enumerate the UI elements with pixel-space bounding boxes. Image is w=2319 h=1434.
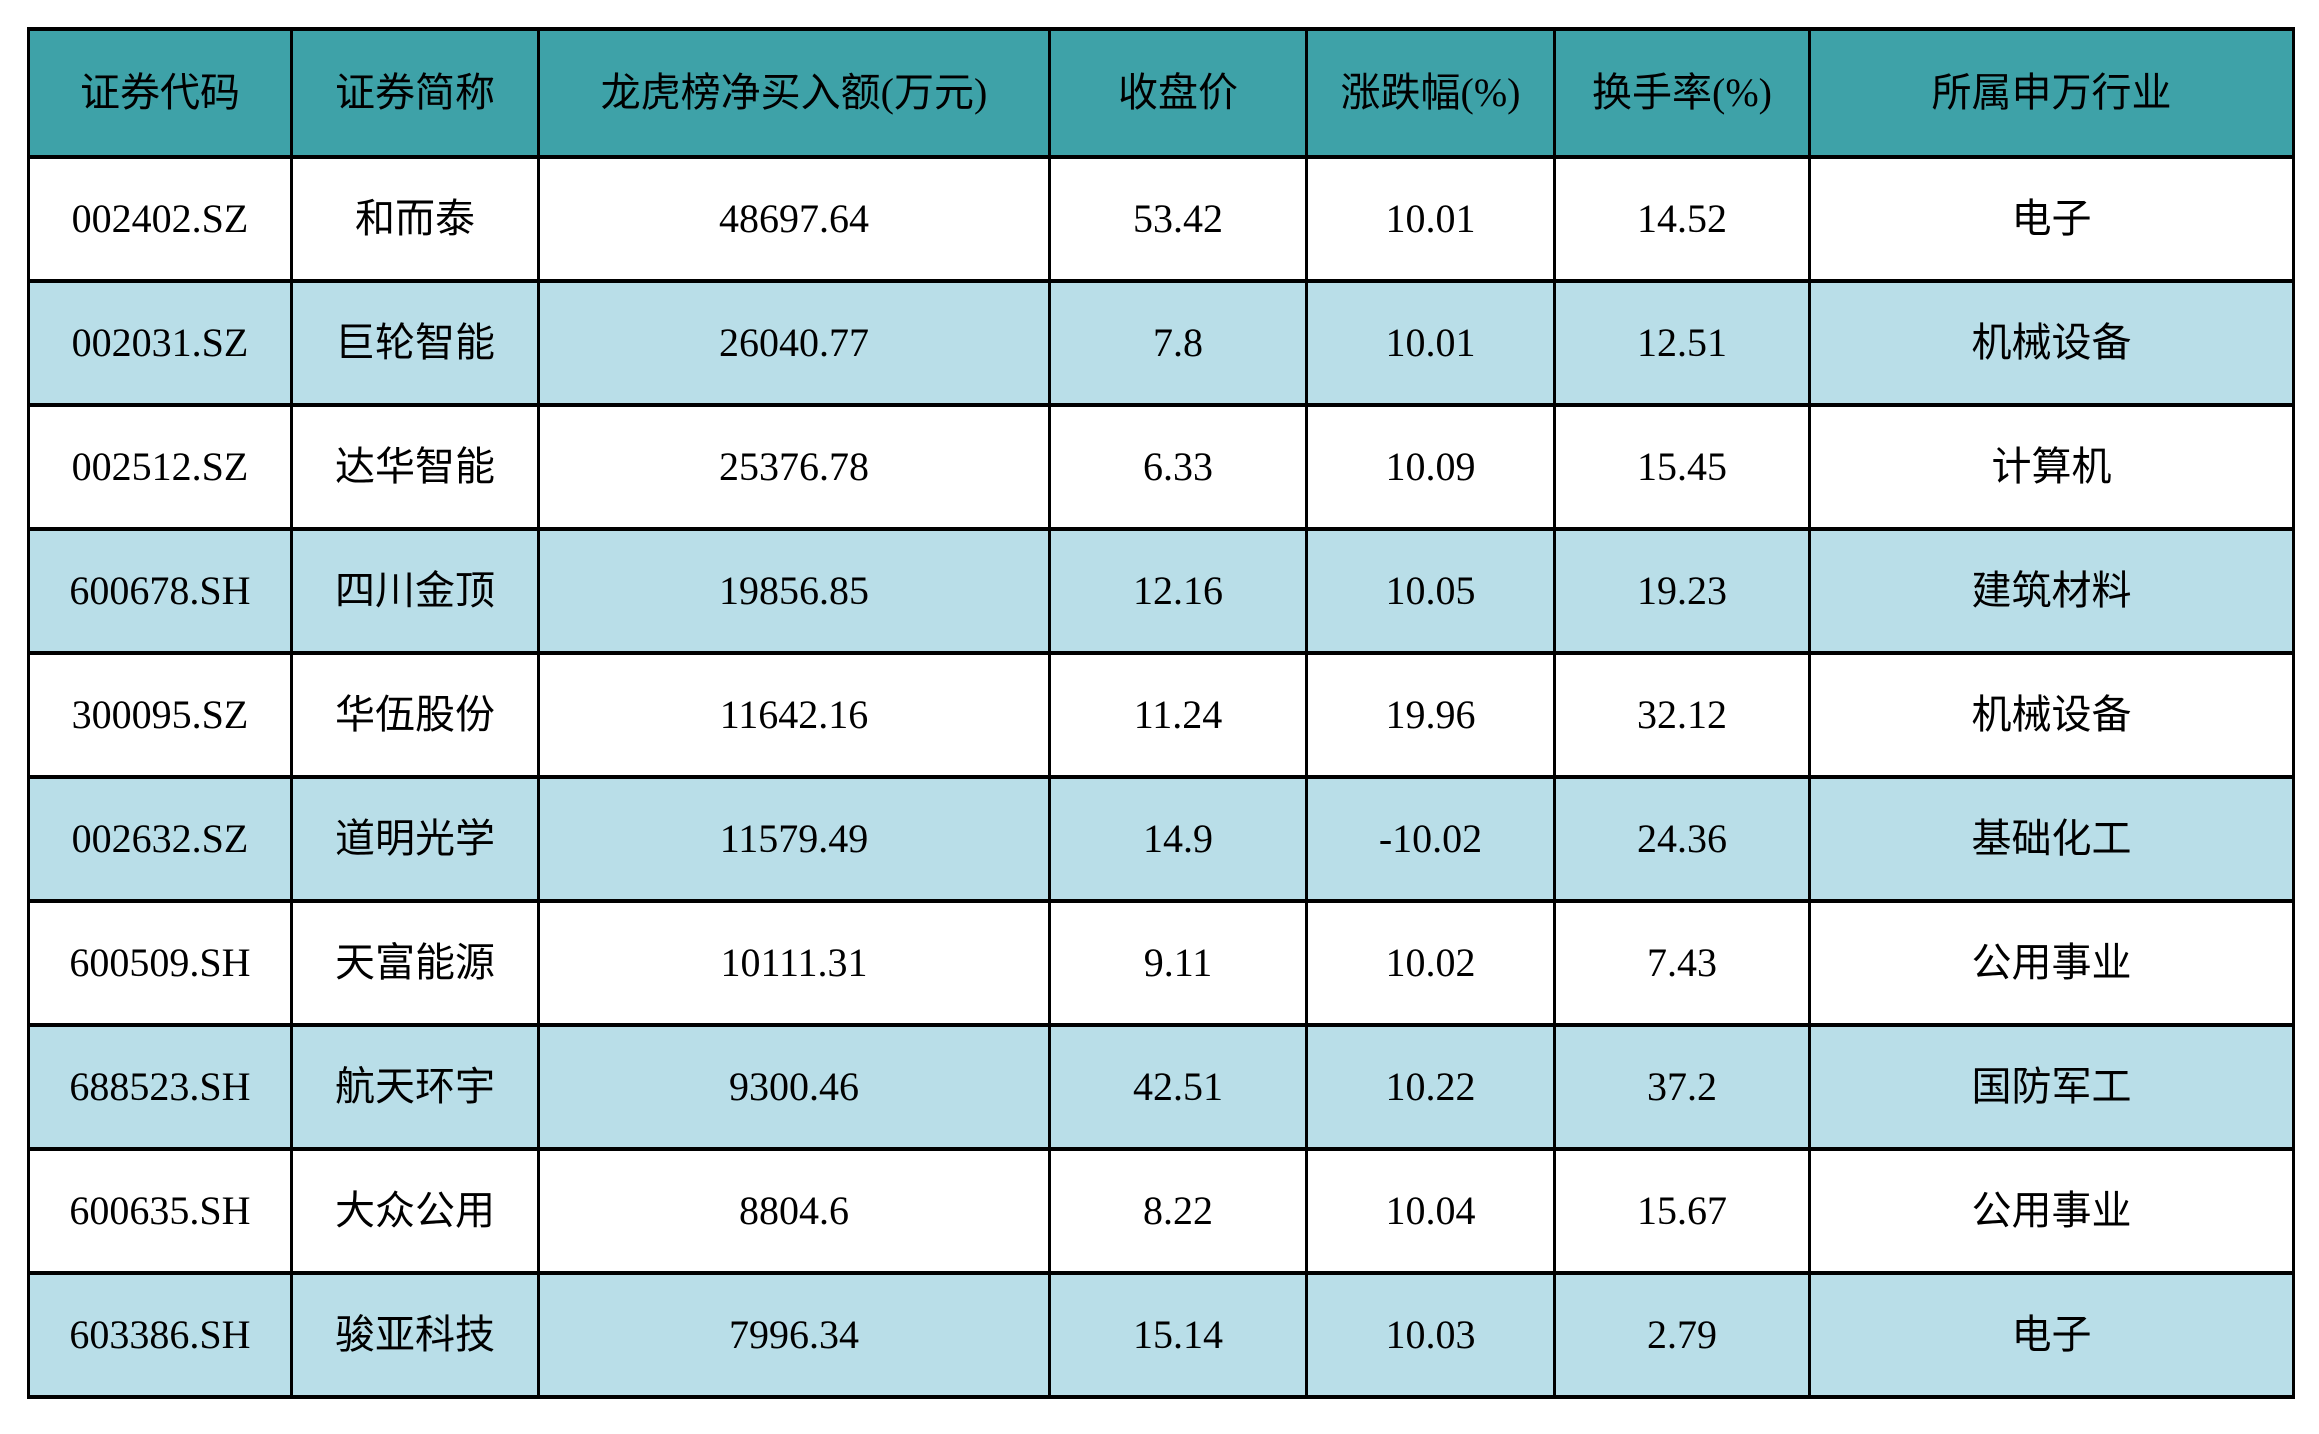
cell-change-percent: 10.04 bbox=[1305, 1147, 1556, 1275]
stock-table: 证券代码 证券简称 龙虎榜净买入额(万元) 收盘价 涨跌幅(%) 换手率(%) … bbox=[27, 27, 2295, 1399]
table-row: 688523.SH 航天环宇 9300.46 42.51 10.22 37.2 … bbox=[27, 1023, 2295, 1151]
cell-security-code: 603386.SH bbox=[27, 1271, 293, 1399]
cell-turnover-rate: 19.23 bbox=[1553, 527, 1811, 655]
cell-net-buy-amount: 9300.46 bbox=[537, 1023, 1051, 1151]
cell-security-code: 002402.SZ bbox=[27, 155, 293, 283]
cell-sw-industry: 国防军工 bbox=[1808, 1023, 2295, 1151]
table-row: 002031.SZ 巨轮智能 26040.77 7.8 10.01 12.51 … bbox=[27, 279, 2295, 407]
cell-change-percent: 10.01 bbox=[1305, 155, 1556, 283]
cell-close-price: 14.9 bbox=[1048, 775, 1308, 903]
cell-change-percent: 10.09 bbox=[1305, 403, 1556, 531]
cell-sw-industry: 建筑材料 bbox=[1808, 527, 2295, 655]
cell-net-buy-amount: 25376.78 bbox=[537, 403, 1051, 531]
cell-close-price: 7.8 bbox=[1048, 279, 1308, 407]
cell-sw-industry: 电子 bbox=[1808, 1271, 2295, 1399]
table-row: 600635.SH 大众公用 8804.6 8.22 10.04 15.67 公… bbox=[27, 1147, 2295, 1275]
cell-turnover-rate: 2.79 bbox=[1553, 1271, 1811, 1399]
cell-change-percent: 10.03 bbox=[1305, 1271, 1556, 1399]
cell-security-name: 巨轮智能 bbox=[290, 279, 540, 407]
cell-net-buy-amount: 11642.16 bbox=[537, 651, 1051, 779]
cell-security-name: 和而泰 bbox=[290, 155, 540, 283]
cell-sw-industry: 机械设备 bbox=[1808, 651, 2295, 779]
column-header-close-price: 收盘价 bbox=[1048, 27, 1308, 159]
cell-sw-industry: 机械设备 bbox=[1808, 279, 2295, 407]
table-row: 002632.SZ 道明光学 11579.49 14.9 -10.02 24.3… bbox=[27, 775, 2295, 903]
cell-security-name: 骏亚科技 bbox=[290, 1271, 540, 1399]
cell-security-name: 大众公用 bbox=[290, 1147, 540, 1275]
table-row: 600509.SH 天富能源 10111.31 9.11 10.02 7.43 … bbox=[27, 899, 2295, 1027]
cell-net-buy-amount: 19856.85 bbox=[537, 527, 1051, 655]
cell-turnover-rate: 15.67 bbox=[1553, 1147, 1811, 1275]
cell-turnover-rate: 37.2 bbox=[1553, 1023, 1811, 1151]
cell-sw-industry: 公用事业 bbox=[1808, 899, 2295, 1027]
cell-change-percent: 10.01 bbox=[1305, 279, 1556, 407]
cell-close-price: 15.14 bbox=[1048, 1271, 1308, 1399]
header-row: 证券代码 证券简称 龙虎榜净买入额(万元) 收盘价 涨跌幅(%) 换手率(%) … bbox=[27, 27, 2295, 159]
cell-net-buy-amount: 48697.64 bbox=[537, 155, 1051, 283]
cell-net-buy-amount: 7996.34 bbox=[537, 1271, 1051, 1399]
cell-close-price: 42.51 bbox=[1048, 1023, 1308, 1151]
cell-sw-industry: 基础化工 bbox=[1808, 775, 2295, 903]
cell-security-name: 道明光学 bbox=[290, 775, 540, 903]
cell-security-code: 002031.SZ bbox=[27, 279, 293, 407]
cell-turnover-rate: 32.12 bbox=[1553, 651, 1811, 779]
cell-security-code: 688523.SH bbox=[27, 1023, 293, 1151]
cell-close-price: 9.11 bbox=[1048, 899, 1308, 1027]
cell-security-name: 天富能源 bbox=[290, 899, 540, 1027]
column-header-security-name: 证券简称 bbox=[290, 27, 540, 159]
cell-sw-industry: 电子 bbox=[1808, 155, 2295, 283]
cell-turnover-rate: 12.51 bbox=[1553, 279, 1811, 407]
cell-change-percent: 10.02 bbox=[1305, 899, 1556, 1027]
cell-security-code: 002512.SZ bbox=[27, 403, 293, 531]
cell-change-percent: 19.96 bbox=[1305, 651, 1556, 779]
cell-change-percent: -10.02 bbox=[1305, 775, 1556, 903]
table-row: 600678.SH 四川金顶 19856.85 12.16 10.05 19.2… bbox=[27, 527, 2295, 655]
table-row: 002512.SZ 达华智能 25376.78 6.33 10.09 15.45… bbox=[27, 403, 2295, 531]
column-header-change-percent: 涨跌幅(%) bbox=[1305, 27, 1556, 159]
cell-security-code: 002632.SZ bbox=[27, 775, 293, 903]
cell-net-buy-amount: 11579.49 bbox=[537, 775, 1051, 903]
cell-sw-industry: 计算机 bbox=[1808, 403, 2295, 531]
cell-security-name: 航天环宇 bbox=[290, 1023, 540, 1151]
column-header-turnover-rate: 换手率(%) bbox=[1553, 27, 1811, 159]
cell-close-price: 6.33 bbox=[1048, 403, 1308, 531]
cell-close-price: 53.42 bbox=[1048, 155, 1308, 283]
table-row: 002402.SZ 和而泰 48697.64 53.42 10.01 14.52… bbox=[27, 155, 2295, 283]
cell-security-name: 达华智能 bbox=[290, 403, 540, 531]
cell-change-percent: 10.22 bbox=[1305, 1023, 1556, 1151]
cell-security-code: 600509.SH bbox=[27, 899, 293, 1027]
column-header-sw-industry: 所属申万行业 bbox=[1808, 27, 2295, 159]
cell-net-buy-amount: 10111.31 bbox=[537, 899, 1051, 1027]
cell-security-code: 300095.SZ bbox=[27, 651, 293, 779]
cell-turnover-rate: 14.52 bbox=[1553, 155, 1811, 283]
cell-turnover-rate: 7.43 bbox=[1553, 899, 1811, 1027]
cell-turnover-rate: 15.45 bbox=[1553, 403, 1811, 531]
cell-security-code: 600635.SH bbox=[27, 1147, 293, 1275]
cell-net-buy-amount: 8804.6 bbox=[537, 1147, 1051, 1275]
cell-net-buy-amount: 26040.77 bbox=[537, 279, 1051, 407]
cell-turnover-rate: 24.36 bbox=[1553, 775, 1811, 903]
cell-security-name: 华伍股份 bbox=[290, 651, 540, 779]
cell-security-code: 600678.SH bbox=[27, 527, 293, 655]
table-row: 300095.SZ 华伍股份 11642.16 11.24 19.96 32.1… bbox=[27, 651, 2295, 779]
cell-close-price: 12.16 bbox=[1048, 527, 1308, 655]
column-header-security-code: 证券代码 bbox=[27, 27, 293, 159]
cell-change-percent: 10.05 bbox=[1305, 527, 1556, 655]
cell-close-price: 11.24 bbox=[1048, 651, 1308, 779]
cell-close-price: 8.22 bbox=[1048, 1147, 1308, 1275]
cell-security-name: 四川金顶 bbox=[290, 527, 540, 655]
cell-sw-industry: 公用事业 bbox=[1808, 1147, 2295, 1275]
column-header-net-buy-amount: 龙虎榜净买入额(万元) bbox=[537, 27, 1051, 159]
table-row: 603386.SH 骏亚科技 7996.34 15.14 10.03 2.79 … bbox=[27, 1271, 2295, 1399]
